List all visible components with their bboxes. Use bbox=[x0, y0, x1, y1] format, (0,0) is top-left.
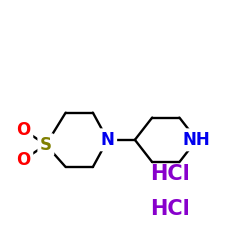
Text: HCl: HCl bbox=[150, 164, 190, 184]
Text: O: O bbox=[16, 121, 31, 139]
Text: S: S bbox=[40, 136, 52, 154]
Text: N: N bbox=[101, 131, 115, 149]
Text: NH: NH bbox=[183, 131, 210, 149]
Text: HCl: HCl bbox=[150, 199, 190, 219]
Text: O: O bbox=[16, 150, 31, 168]
